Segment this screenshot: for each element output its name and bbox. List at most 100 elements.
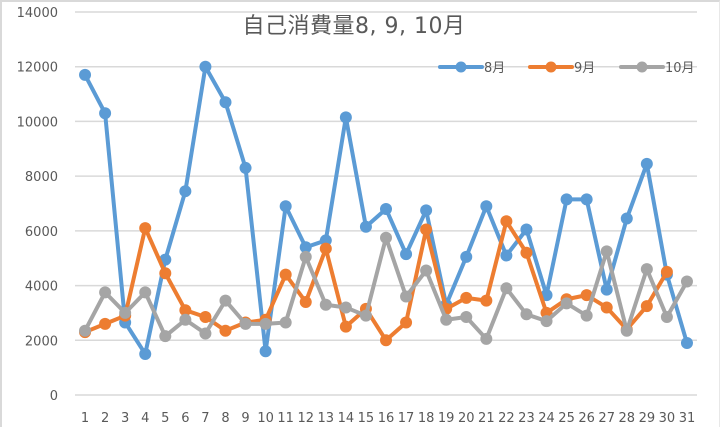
y-tick-label: 10000 <box>17 115 58 130</box>
data-point <box>680 337 693 350</box>
x-tick-label: 2 <box>101 411 109 426</box>
x-tick-label: 23 <box>518 411 535 426</box>
data-point <box>139 347 152 360</box>
data-point <box>279 316 292 329</box>
data-point <box>580 309 593 322</box>
data-point <box>299 241 312 254</box>
data-point <box>640 300 653 313</box>
series-8月 <box>79 60 693 360</box>
x-tick-label: 9 <box>241 411 249 426</box>
x-tick-label: 22 <box>498 411 515 426</box>
data-point <box>520 223 533 236</box>
x-tick-label: 15 <box>358 411 375 426</box>
x-tick-label: 13 <box>318 411 335 426</box>
data-point <box>400 248 413 261</box>
data-point <box>79 324 92 337</box>
data-point <box>560 193 573 206</box>
y-tick-label: 8000 <box>25 170 58 185</box>
legend-label: 8月 <box>484 61 505 76</box>
data-point <box>259 345 272 358</box>
data-point <box>279 200 292 213</box>
x-tick-label: 31 <box>679 411 696 426</box>
data-point <box>199 327 212 340</box>
data-point <box>179 313 192 326</box>
data-point <box>640 157 653 170</box>
x-tick-label: 28 <box>619 411 636 426</box>
data-point <box>99 286 112 299</box>
data-point <box>500 249 513 262</box>
data-point <box>159 330 172 343</box>
x-tick-label: 8 <box>221 411 229 426</box>
data-point <box>660 265 673 278</box>
data-point <box>480 332 493 345</box>
x-tick-label: 4 <box>141 411 149 426</box>
x-tick-label: 5 <box>161 411 169 426</box>
data-point <box>620 212 633 225</box>
x-tick-label: 14 <box>338 411 355 426</box>
data-point <box>420 264 433 277</box>
data-point <box>99 107 112 120</box>
data-point <box>500 282 513 295</box>
x-tick-label: 17 <box>398 411 415 426</box>
legend-label: 9月 <box>574 61 595 76</box>
data-point <box>219 96 232 109</box>
data-point <box>580 193 593 206</box>
data-point <box>359 220 372 233</box>
legend-label: 10月 <box>665 61 695 76</box>
data-point <box>460 311 473 324</box>
data-point <box>560 297 573 310</box>
x-tick-label: 11 <box>277 411 294 426</box>
data-point <box>139 222 152 235</box>
data-point <box>179 304 192 317</box>
data-point <box>440 313 453 326</box>
data-point <box>600 245 613 258</box>
data-point <box>319 242 332 255</box>
data-point <box>580 289 593 302</box>
x-tick-label: 21 <box>478 411 495 426</box>
data-point <box>380 231 392 244</box>
x-tick-label: 19 <box>438 411 455 426</box>
data-point <box>299 295 312 308</box>
data-point <box>159 267 172 280</box>
data-point <box>359 309 372 322</box>
data-point <box>319 234 332 247</box>
data-point <box>540 315 553 328</box>
data-point <box>680 275 693 288</box>
x-tick-label: 20 <box>458 411 475 426</box>
x-tick-label: 6 <box>181 411 189 426</box>
data-point <box>259 317 272 330</box>
x-tick-label: 18 <box>418 411 435 426</box>
data-point <box>480 294 493 307</box>
data-point <box>239 161 252 174</box>
y-tick-label: 12000 <box>17 61 58 76</box>
legend-item: 10月 <box>619 61 695 76</box>
legend: 8月 9月 10月 <box>438 61 695 76</box>
x-tick-label: 26 <box>578 411 595 426</box>
data-point <box>339 320 352 333</box>
legend-marker-icon <box>455 61 467 73</box>
y-tick-label: 0 <box>50 389 58 404</box>
data-point <box>660 311 673 324</box>
data-point <box>219 324 232 337</box>
x-axis-labels: 1 2 3 4 5 6 7 8 9 10 11 12 13 14 15 16 17 18 19 20 21 22 23 24 2… <box>81 411 695 426</box>
legend-marker-icon <box>636 61 648 73</box>
data-point <box>520 246 533 259</box>
data-point <box>380 334 392 347</box>
data-point <box>319 298 332 311</box>
y-tick-label: 6000 <box>25 225 58 240</box>
legend-item: 8月 <box>438 61 505 76</box>
data-point <box>600 301 613 314</box>
y-tick-label: 4000 <box>25 280 58 295</box>
legend-marker-icon <box>545 61 557 73</box>
series-10月 <box>79 231 693 345</box>
data-point <box>179 185 192 198</box>
data-point <box>460 250 473 263</box>
legend-item: 9月 <box>528 61 595 76</box>
x-tick-label: 24 <box>538 411 555 426</box>
data-point <box>420 204 433 217</box>
data-point <box>199 60 212 73</box>
x-tick-label: 7 <box>201 411 209 426</box>
data-point <box>420 223 433 236</box>
data-point <box>199 311 212 324</box>
